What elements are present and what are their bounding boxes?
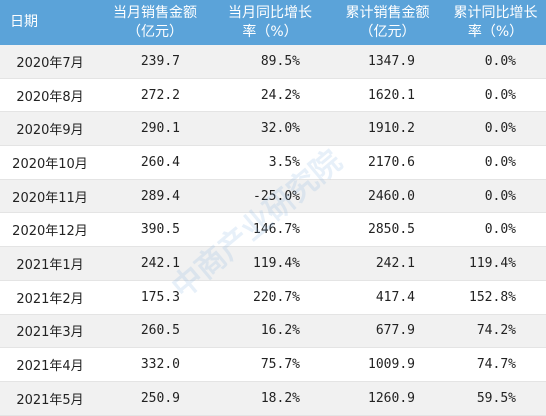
table-body: 2020年7月 239.7 89.5% 1347.9 0.0% 2020年8月 272.2 2… (0, 45, 546, 416)
value-cell: 0.0% (445, 45, 546, 79)
header-cell: 当月同比增长 率（%） (210, 0, 330, 45)
date-cell: 2021年2月 (0, 280, 100, 315)
value-cell: 146.7% (210, 212, 330, 248)
value-cell: 677.9 (330, 314, 445, 349)
header-text: 累计同比增长 (453, 4, 538, 21)
value-cell: 260.5 (100, 314, 210, 349)
header-cell: 当月销售金额 （亿元） (100, 0, 210, 45)
header-text: 率（%） (242, 23, 298, 40)
table-row: 2020年10月 260.4 3.5% 2170.6 0.0% (0, 145, 546, 180)
table-row: 2020年9月 290.1 32.0% 1910.2 0.0% (0, 111, 546, 147)
value-cell: 75.7% (210, 347, 330, 382)
table-row: 2021年1月 242.1 119.4% 242.1 119.4% (0, 246, 546, 281)
header-text: 累计销售金额 (345, 4, 430, 21)
value-cell: 260.4 (100, 145, 210, 180)
date-cell: 2021年5月 (0, 381, 100, 416)
table-row: 2020年8月 272.2 24.2% 1620.1 0.0% (0, 78, 546, 113)
table-row: 2021年2月 175.3 220.7% 417.4 152.8% (0, 280, 546, 315)
value-cell: 1009.9 (330, 347, 445, 382)
value-cell: 2170.6 (330, 145, 445, 180)
value-cell: 119.4% (210, 246, 330, 281)
table-row: 2020年7月 239.7 89.5% 1347.9 0.0% (0, 45, 546, 79)
value-cell: 1260.9 (330, 381, 445, 416)
table-row: 2020年12月 390.5 146.7% 2850.5 0.0% (0, 212, 546, 248)
value-cell: 18.2% (210, 381, 330, 416)
value-cell: 59.5% (445, 381, 546, 416)
value-cell: 250.9 (100, 381, 210, 416)
header-row: 日期 当月销售金额 （亿元） 当月同比增长 率（%） 累计销售金额 （亿元） 累计同比增长 率（… (0, 0, 546, 45)
date-cell: 2021年3月 (0, 314, 100, 349)
value-cell: 1910.2 (330, 111, 445, 147)
value-cell: 119.4% (445, 246, 546, 281)
value-cell: 152.8% (445, 280, 546, 315)
date-cell: 2020年7月 (0, 45, 100, 79)
value-cell: 272.2 (100, 78, 210, 113)
header-text: （亿元） (359, 23, 416, 40)
value-cell: 74.7% (445, 347, 546, 382)
date-cell: 2020年12月 (0, 212, 100, 248)
value-cell: 74.2% (445, 314, 546, 349)
value-cell: 390.5 (100, 212, 210, 248)
value-cell: 3.5% (210, 145, 330, 180)
value-cell: 1620.1 (330, 78, 445, 113)
date-cell: 2020年9月 (0, 111, 100, 147)
value-cell: 32.0% (210, 111, 330, 147)
table-row: 2020年11月 289.4 -25.0% 2460.0 0.0% (0, 179, 546, 214)
value-cell: 0.0% (445, 111, 546, 147)
header-cell: 累计同比增长 率（%） (445, 0, 546, 45)
value-cell: 0.0% (445, 78, 546, 113)
header-cell: 日期 (0, 0, 100, 45)
header-cell: 累计销售金额 （亿元） (330, 0, 445, 45)
header-text: 率（%） (467, 23, 524, 40)
header-text: 当月销售金额 (113, 4, 197, 21)
value-cell: 89.5% (210, 45, 330, 79)
date-cell: 2021年4月 (0, 347, 100, 382)
value-cell: 242.1 (100, 246, 210, 281)
table-row: 2021年4月 332.0 75.7% 1009.9 74.7% (0, 347, 546, 382)
table-row: 2021年5月 250.9 18.2% 1260.9 59.5% (0, 381, 546, 416)
value-cell: 332.0 (100, 347, 210, 382)
date-cell: 2020年8月 (0, 78, 100, 113)
value-cell: -25.0% (210, 179, 330, 214)
value-cell: 220.7% (210, 280, 330, 315)
value-cell: 1347.9 (330, 45, 445, 79)
value-cell: 175.3 (100, 280, 210, 315)
value-cell: 417.4 (330, 280, 445, 315)
value-cell: 242.1 (330, 246, 445, 281)
value-cell: 239.7 (100, 45, 210, 79)
value-cell: 2460.0 (330, 179, 445, 214)
date-cell: 2020年11月 (0, 179, 100, 214)
value-cell: 289.4 (100, 179, 210, 214)
header-text: （亿元） (127, 23, 183, 40)
value-cell: 16.2% (210, 314, 330, 349)
value-cell: 0.0% (445, 145, 546, 180)
value-cell: 290.1 (100, 111, 210, 147)
value-cell: 0.0% (445, 179, 546, 214)
value-cell: 0.0% (445, 212, 546, 248)
table-row: 2021年3月 260.5 16.2% 677.9 74.2% (0, 314, 546, 349)
date-cell: 2021年1月 (0, 246, 100, 281)
value-cell: 2850.5 (330, 212, 445, 248)
value-cell: 24.2% (210, 78, 330, 113)
date-cell: 2020年10月 (0, 145, 100, 180)
header-text: 当月同比增长 (228, 4, 312, 21)
header-text: 日期 (10, 14, 38, 30)
